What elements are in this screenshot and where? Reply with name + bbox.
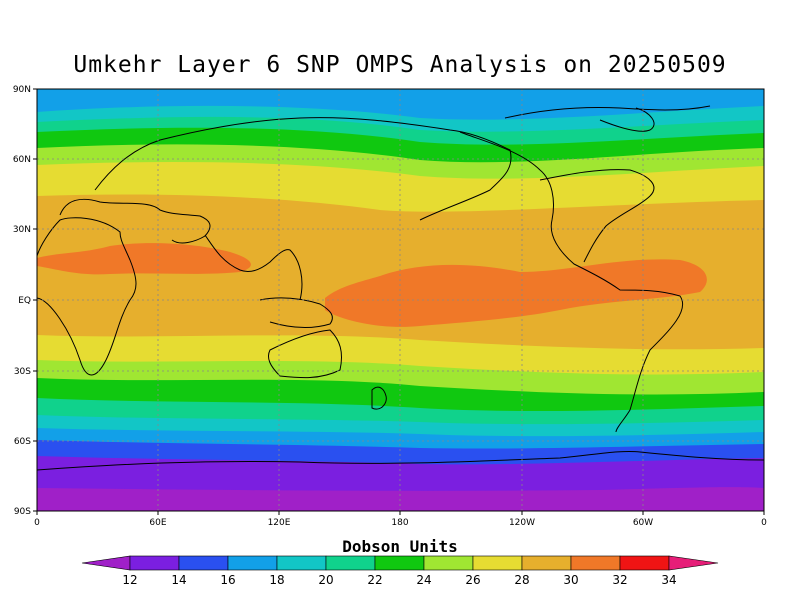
lon-label: 180 bbox=[391, 518, 408, 528]
lon-label: 0 bbox=[34, 518, 40, 528]
antarctic-min bbox=[37, 487, 764, 511]
coastlines bbox=[37, 105, 764, 471]
colorbar-tick-label: 34 bbox=[661, 573, 676, 587]
lat-label: 30S bbox=[14, 367, 31, 377]
lon-label: 0 bbox=[761, 518, 767, 528]
lon-label: 120E bbox=[268, 518, 291, 528]
colorbar-swatch bbox=[472, 555, 523, 571]
colorbar-tick-label: 12 bbox=[122, 573, 137, 587]
colorbar-tick-label: 22 bbox=[367, 573, 382, 587]
colorbar-tick-label: 26 bbox=[465, 573, 480, 587]
colorbar-tick-label: 24 bbox=[416, 573, 431, 587]
colorbar: 12 14 16 18 20 22 24 26 28 30 32 34 bbox=[81, 555, 719, 587]
colorbar-tick-label: 28 bbox=[514, 573, 529, 587]
colorbar-arrow-low bbox=[81, 555, 131, 571]
lat-label: EQ bbox=[18, 296, 31, 306]
lat-label: 90N bbox=[13, 85, 31, 95]
colorbar-tick-label: 18 bbox=[269, 573, 284, 587]
graticule bbox=[37, 89, 764, 511]
colorbar-swatch bbox=[325, 555, 376, 571]
colorbar-swatch bbox=[423, 555, 474, 571]
colorbar-swatch bbox=[276, 555, 327, 571]
lon-label: 120W bbox=[509, 518, 535, 528]
lon-label: 60W bbox=[633, 518, 653, 528]
map-title: Umkehr Layer 6 SNP OMPS Analysis on 2025… bbox=[73, 52, 727, 78]
colorbar-arrow-high bbox=[668, 555, 719, 571]
tropical-max-africa bbox=[37, 243, 251, 275]
lat-label: 90S bbox=[14, 507, 31, 517]
colorbar-swatch bbox=[521, 555, 572, 571]
colorbar-swatch bbox=[570, 555, 621, 571]
colorbar-swatch bbox=[374, 555, 425, 571]
colorbar-swatch bbox=[178, 555, 229, 571]
tick-marks bbox=[33, 88, 765, 515]
colorbar-tick-label: 14 bbox=[171, 573, 186, 587]
lat-label: 60N bbox=[13, 155, 31, 165]
colorbar-tick-label: 20 bbox=[318, 573, 333, 587]
colorbar-swatch bbox=[129, 555, 180, 571]
colorbar-swatch bbox=[619, 555, 670, 571]
colorbar-title: Dobson Units bbox=[342, 537, 458, 556]
colorbar-swatch bbox=[227, 555, 278, 571]
colorbar-tick-label: 30 bbox=[563, 573, 578, 587]
tropical-max-pacific bbox=[325, 259, 707, 327]
ozone-field bbox=[37, 89, 764, 511]
colorbar-tick-label: 32 bbox=[612, 573, 627, 587]
lon-label: 60E bbox=[149, 518, 166, 528]
lat-label: 30N bbox=[13, 225, 31, 235]
colorbar-tick-label: 16 bbox=[220, 573, 235, 587]
lat-label: 60S bbox=[14, 437, 31, 447]
